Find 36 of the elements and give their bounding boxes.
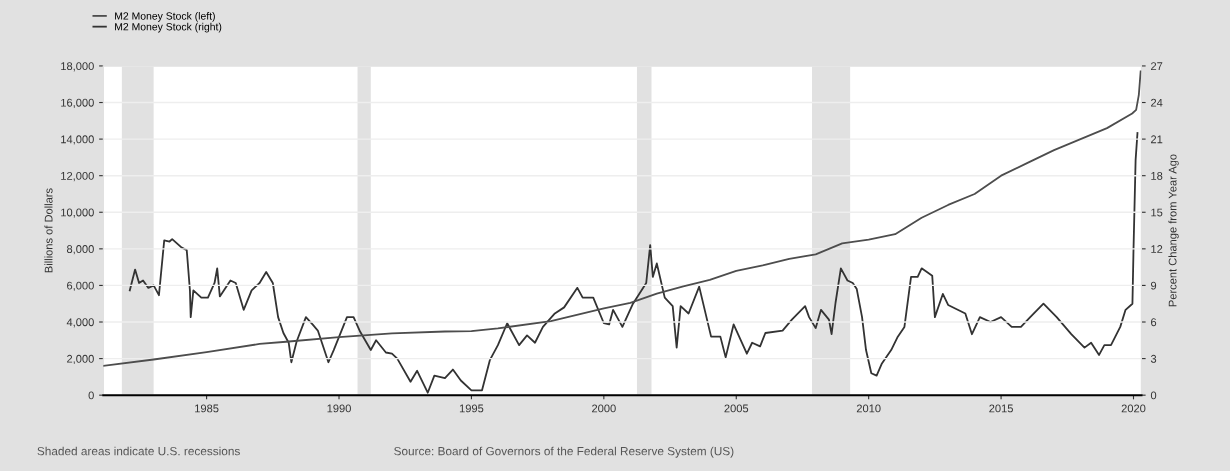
y2-tick-label: 24 [1151,98,1163,107]
y2-tick-label: 15 [1151,208,1163,217]
y2-tick-label: 9 [1150,281,1157,290]
line-series [103,70,1142,367]
y2-axis-title: Percent Change from Year Ago [1168,154,1179,307]
x-tick-label: 1995 [459,404,484,413]
source-note: Source: Board of Governors of the Federal Reserve System (US) [394,446,734,458]
legend-label: M2 Money Stock (left) [115,12,215,22]
y2-tick-label: 18 [1151,171,1163,180]
y-tick-label: 6,000 [67,281,94,291]
x-tick-label: 2005 [724,404,749,413]
x-tick-label: 1990 [327,404,351,413]
y-tick-label: 4,000 [66,318,94,328]
y2-tick-label: 21 [1151,135,1163,144]
y2-tick-label: 3 [1150,354,1157,363]
x-tick-label: 2015 [989,404,1013,413]
text: Shaded areas indicate U.S. recessions [37,446,240,456]
y-tick-label: 0 [88,391,94,400]
x-tick-label: 2020 [1121,404,1146,413]
y-axis-title: Billions of Dollars [44,188,53,273]
y-tick-label: 8,000 [66,245,94,255]
y2-tick-label: 0 [1150,391,1157,400]
legend-label: M2 Money Stock (right) [115,22,222,33]
y-tick-label: 2,000 [67,354,94,365]
x-tick-label: 1985 [195,404,219,413]
y2-tick-label: 12 [1151,245,1163,253]
y-tick-label: 16,000 [61,98,94,108]
y-tick-label: 10,000 [61,208,94,218]
y-tick-label: 14,000 [61,135,94,145]
x-tick-label: 2000 [592,404,616,413]
line-series [128,132,1139,394]
y2-tick-label: 27 [1151,62,1163,70]
y-tick-label: 12,000 [61,171,94,182]
x-tick-label: 2010 [856,404,881,413]
y2-tick-label: 6 [1151,318,1157,327]
y-tick-label: 18,000 [61,62,94,72]
